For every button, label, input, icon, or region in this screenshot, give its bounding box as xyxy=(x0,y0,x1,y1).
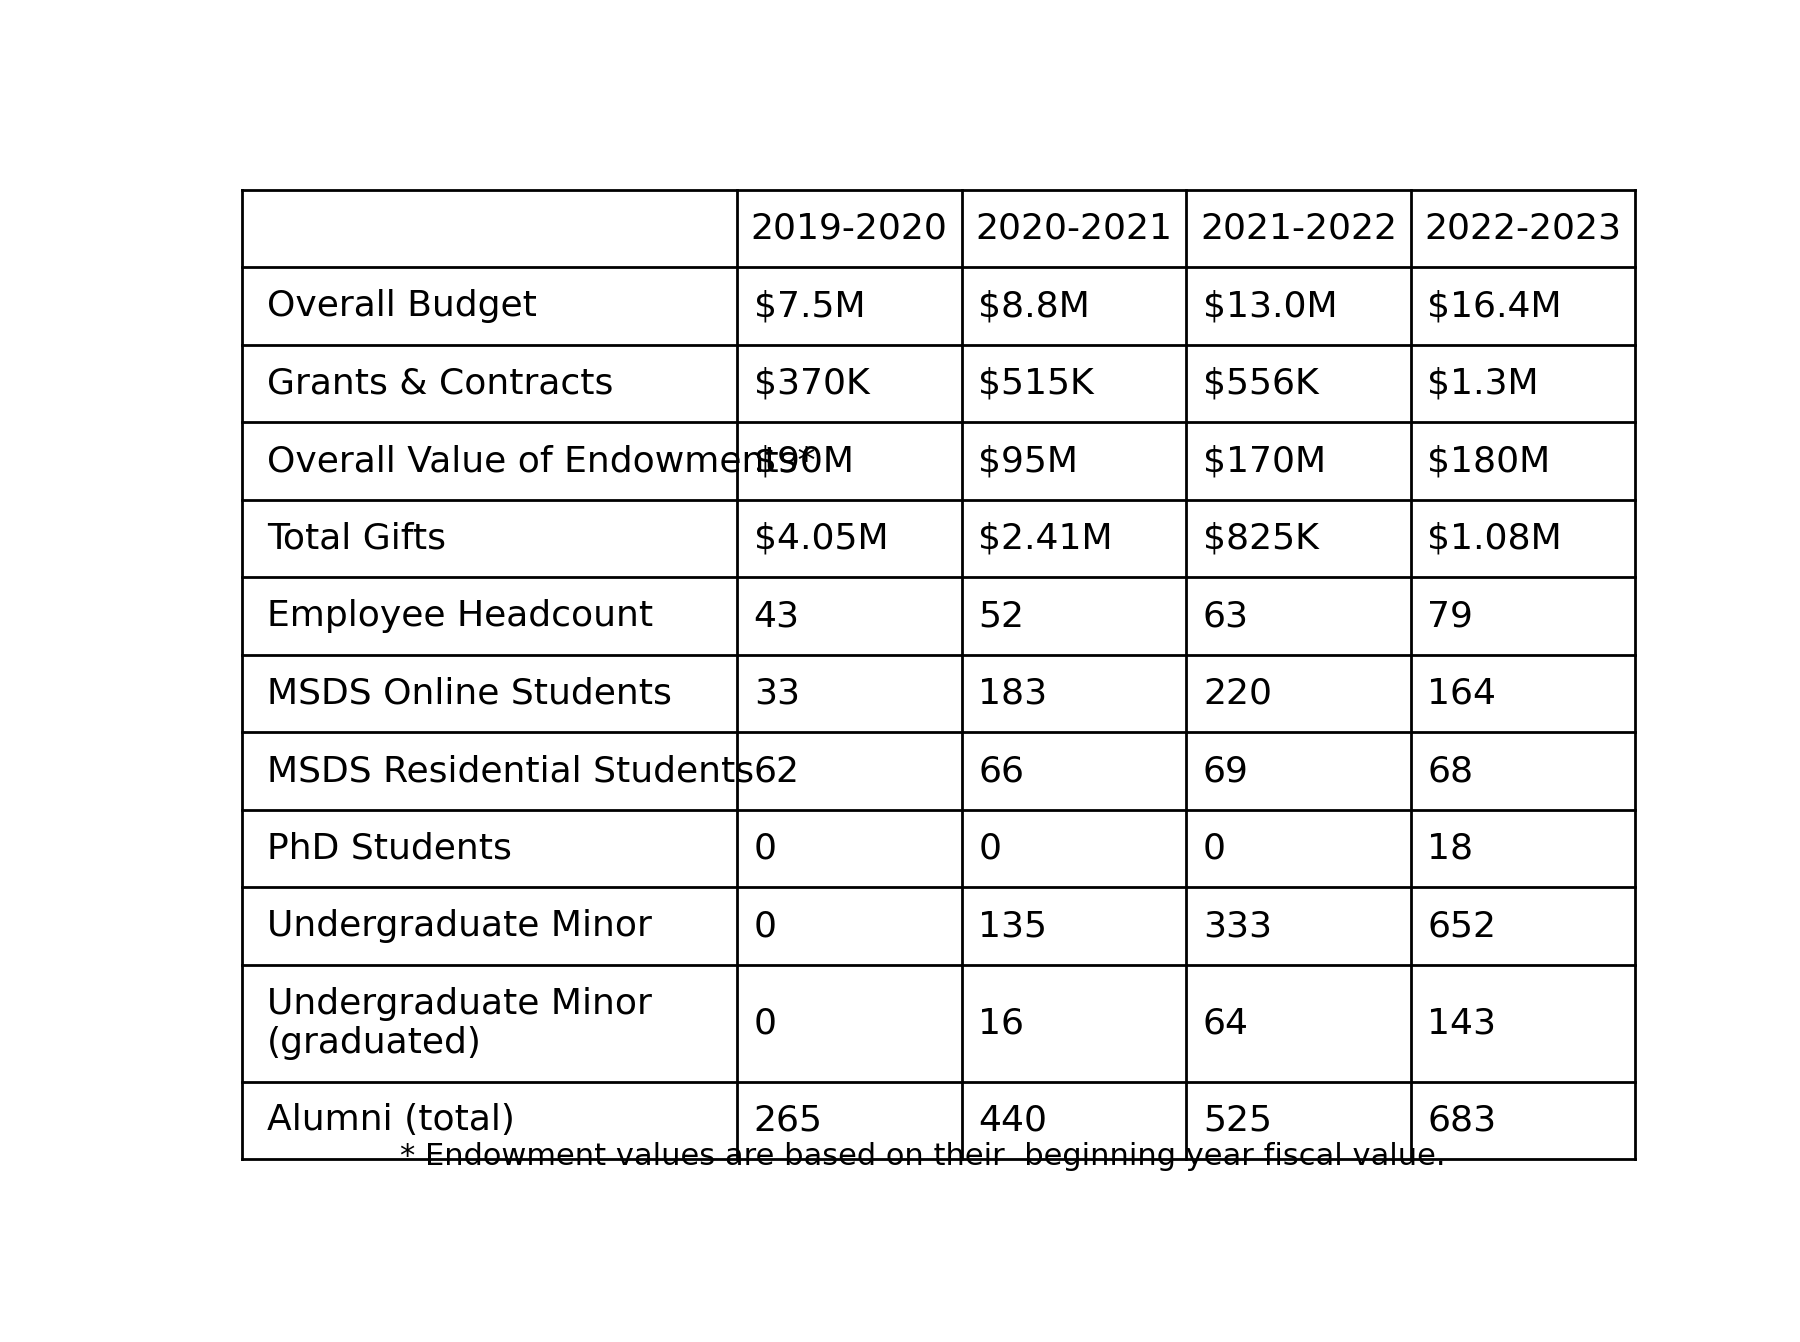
Text: 2019-2020: 2019-2020 xyxy=(751,212,949,246)
Text: $7.5M: $7.5M xyxy=(754,290,866,323)
Text: 69: 69 xyxy=(1202,754,1249,788)
Text: 525: 525 xyxy=(1202,1103,1273,1138)
Text: PhD Students: PhD Students xyxy=(266,832,511,866)
Text: $2.41M: $2.41M xyxy=(979,522,1112,556)
Text: 2021-2022: 2021-2022 xyxy=(1201,212,1397,246)
Text: $13.0M: $13.0M xyxy=(1202,290,1337,323)
Text: 64: 64 xyxy=(1202,1006,1249,1040)
Text: $170M: $170M xyxy=(1202,444,1327,478)
Text: Undergraduate Minor
(graduated): Undergraduate Minor (graduated) xyxy=(266,986,652,1060)
Text: $8.8M: $8.8M xyxy=(979,290,1091,323)
Text: 0: 0 xyxy=(754,1006,778,1040)
Text: 52: 52 xyxy=(979,600,1024,633)
Text: * Endowment values are based on their  beginning year fiscal value.: * Endowment values are based on their be… xyxy=(400,1142,1445,1170)
Text: 79: 79 xyxy=(1427,600,1474,633)
Text: 652: 652 xyxy=(1427,910,1496,943)
Text: 143: 143 xyxy=(1427,1006,1496,1040)
Text: MSDS Residential Students: MSDS Residential Students xyxy=(266,754,754,788)
Text: $4.05M: $4.05M xyxy=(754,522,889,556)
Text: 66: 66 xyxy=(979,754,1024,788)
Text: $825K: $825K xyxy=(1202,522,1319,556)
Text: $180M: $180M xyxy=(1427,444,1552,478)
Text: $370K: $370K xyxy=(754,366,869,401)
Text: 2020-2021: 2020-2021 xyxy=(976,212,1172,246)
Text: 183: 183 xyxy=(979,676,1048,711)
Text: 683: 683 xyxy=(1427,1103,1496,1138)
Text: 62: 62 xyxy=(754,754,799,788)
Text: MSDS Online Students: MSDS Online Students xyxy=(266,676,671,711)
Text: Total Gifts: Total Gifts xyxy=(266,522,446,556)
Text: $515K: $515K xyxy=(979,366,1094,401)
Text: 18: 18 xyxy=(1427,832,1474,866)
Text: Employee Headcount: Employee Headcount xyxy=(266,600,653,633)
Text: $16.4M: $16.4M xyxy=(1427,290,1562,323)
Text: 2022-2023: 2022-2023 xyxy=(1424,212,1622,246)
Text: 16: 16 xyxy=(979,1006,1024,1040)
Text: Overall Value of Endowments*: Overall Value of Endowments* xyxy=(266,444,815,478)
Text: $90M: $90M xyxy=(754,444,853,478)
Text: 68: 68 xyxy=(1427,754,1474,788)
Text: 220: 220 xyxy=(1202,676,1273,711)
Text: $1.08M: $1.08M xyxy=(1427,522,1562,556)
Text: Alumni (total): Alumni (total) xyxy=(266,1103,515,1138)
Text: 33: 33 xyxy=(754,676,799,711)
Text: Overall Budget: Overall Budget xyxy=(266,290,536,323)
Text: 333: 333 xyxy=(1202,910,1273,943)
Text: Undergraduate Minor: Undergraduate Minor xyxy=(266,910,652,943)
Text: $1.3M: $1.3M xyxy=(1427,366,1539,401)
Text: 0: 0 xyxy=(1202,832,1226,866)
Text: 63: 63 xyxy=(1202,600,1249,633)
Text: 164: 164 xyxy=(1427,676,1496,711)
Text: 0: 0 xyxy=(754,832,778,866)
Text: Grants & Contracts: Grants & Contracts xyxy=(266,366,614,401)
Text: 440: 440 xyxy=(979,1103,1048,1138)
Text: $556K: $556K xyxy=(1202,366,1319,401)
Text: 43: 43 xyxy=(754,600,799,633)
Text: 0: 0 xyxy=(979,832,1001,866)
Text: 135: 135 xyxy=(979,910,1048,943)
Text: 265: 265 xyxy=(754,1103,823,1138)
Text: 0: 0 xyxy=(754,910,778,943)
Text: $95M: $95M xyxy=(979,444,1078,478)
